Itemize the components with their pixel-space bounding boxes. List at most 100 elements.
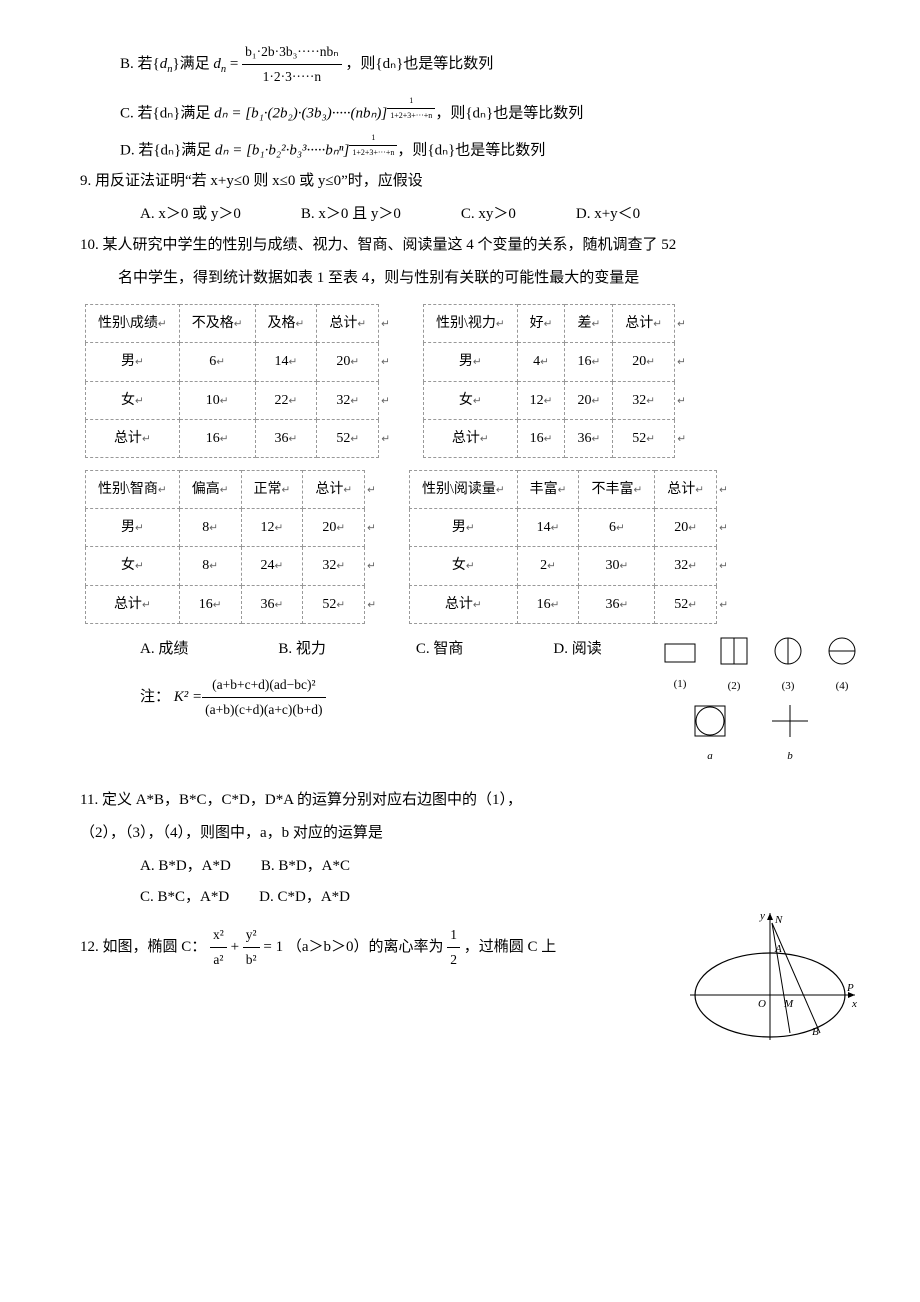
table-cell: 36↵ xyxy=(255,419,317,457)
shape-4: (4) xyxy=(824,636,860,698)
table-cell: 女↵ xyxy=(409,547,517,585)
choice-b: B. 视力 xyxy=(278,636,326,663)
label: (3) xyxy=(770,677,806,697)
choice-a: A. x＞0 或 y＞0 xyxy=(140,201,241,228)
table-cell: 22↵ xyxy=(255,381,317,419)
row-marker: ↵ xyxy=(365,470,379,508)
var-d: dn xyxy=(160,56,173,72)
table-cell: 16↵ xyxy=(565,343,613,381)
table-cell: 4↵ xyxy=(517,343,565,381)
table-cell: 30↵ xyxy=(579,547,655,585)
table-cell: 14↵ xyxy=(255,343,317,381)
tables-row-1: 性别\成绩↵不及格↵及格↵总计↵↵男↵6↵14↵20↵↵女↵10↵22↵32↵↵… xyxy=(85,304,860,458)
row-marker: ↵ xyxy=(717,547,731,585)
numerator: (a+b+c+d)(ad−bc)² xyxy=(202,673,325,698)
row-marker: ↵ xyxy=(675,343,689,381)
table-header: 不及格↵ xyxy=(179,305,255,343)
row-marker: ↵ xyxy=(379,381,393,419)
table-cell: 20↵ xyxy=(655,509,717,547)
label: b xyxy=(770,747,810,767)
q10-choices: A. 成绩 B. 视力 C. 智商 D. 阅读 xyxy=(140,636,630,663)
table-cell: 52↵ xyxy=(317,419,379,457)
table-cell: 36↵ xyxy=(565,419,613,457)
row-marker: ↵ xyxy=(717,509,731,547)
k2-lhs: K² = xyxy=(174,684,202,711)
table-1: 性别\成绩↵不及格↵及格↵总计↵↵男↵6↵14↵20↵↵女↵10↵22↵32↵↵… xyxy=(85,304,393,458)
table-cell: 总计↵ xyxy=(86,585,180,623)
exponent: 11+2+3+···+n xyxy=(349,140,397,151)
table-header: 总计↵ xyxy=(655,470,717,508)
svg-text:N: N xyxy=(774,914,783,926)
svg-text:A: A xyxy=(774,943,782,955)
table-header: 总计↵ xyxy=(613,305,675,343)
table-cell: 16↵ xyxy=(517,419,565,457)
shape-b: b xyxy=(770,703,810,767)
svg-text:M: M xyxy=(783,998,794,1010)
row-marker: ↵ xyxy=(675,419,689,457)
row-marker: ↵ xyxy=(717,585,731,623)
row-marker: ↵ xyxy=(365,509,379,547)
q11-figure: (1) (2) (3) (4) a b xyxy=(640,636,860,773)
opts-row-1: A. B*D，A*D B. B*D，A*C xyxy=(140,853,860,880)
table-header: 正常↵ xyxy=(241,470,303,508)
q11-line1: 11. 定义 A*B，B*C，C*D，D*A 的运算分别对应右边图中的（1）， xyxy=(80,787,860,814)
label: (4) xyxy=(824,677,860,697)
row-marker: ↵ xyxy=(379,343,393,381)
table-cell: 总计↵ xyxy=(409,585,517,623)
prefix: 12. 如图，椭圆 C： xyxy=(80,939,206,955)
text: C. 若{dₙ}满足 xyxy=(120,105,214,121)
tail: ，过椭圆 C 上 xyxy=(464,939,557,955)
table-cell: 20↵ xyxy=(303,509,365,547)
note-label: 注： xyxy=(140,684,170,711)
table-cell: 女↵ xyxy=(423,381,517,419)
text: D. 若{dₙ}满足 xyxy=(120,142,215,158)
q11-line2: （2），（3），（4），则图中，a，b 对应的运算是 xyxy=(80,820,860,847)
table-header: 好↵ xyxy=(517,305,565,343)
text: B. 若{ xyxy=(120,56,160,72)
table-cell: 12↵ xyxy=(517,381,565,419)
q9-choices: A. x＞0 或 y＞0 B. x＞0 且 y＞0 C. xy＞0 D. x+y… xyxy=(140,201,860,228)
svg-text:y: y xyxy=(759,910,765,922)
table-cell: 8↵ xyxy=(179,509,241,547)
table-cell: 总计↵ xyxy=(423,419,517,457)
table-cell: 20↵ xyxy=(565,381,613,419)
row-marker: ↵ xyxy=(379,305,393,343)
table-header: 性别\成绩↵ xyxy=(86,305,180,343)
denominator: (a+b)(c+d)(a+c)(b+d) xyxy=(202,698,325,722)
table-cell: 男↵ xyxy=(423,343,517,381)
fraction: b₁·2b·3b₃·····nbₙ 1·2·3·····n xyxy=(242,40,342,90)
tables-row-2: 性别\智商↵偏高↵正常↵总计↵↵男↵8↵12↵20↵↵女↵8↵24↵32↵↵总计… xyxy=(85,470,860,624)
table-cell: 32↵ xyxy=(317,381,379,419)
choice-c: C. 智商 xyxy=(416,636,464,663)
table-cell: 总计↵ xyxy=(86,419,180,457)
table-cell: 32↵ xyxy=(613,381,675,419)
table-cell: 男↵ xyxy=(86,343,180,381)
table-header: 差↵ xyxy=(565,305,613,343)
table-header: 总计↵ xyxy=(317,305,379,343)
table-cell: 20↵ xyxy=(613,343,675,381)
table-cell: 16↵ xyxy=(179,419,255,457)
numerator: b₁·2b·3b₃·····nbₙ xyxy=(242,40,342,65)
choice-a: A. 成绩 xyxy=(140,636,188,663)
frac-x: x²a² xyxy=(210,923,227,973)
q9-text: 9. 用反证法证明“若 x+y≤0 则 x≤0 或 y≤0”时，应假设 xyxy=(80,168,860,195)
table-cell: 6↵ xyxy=(179,343,255,381)
table-3: 性别\智商↵偏高↵正常↵总计↵↵男↵8↵12↵20↵↵女↵8↵24↵32↵↵总计… xyxy=(85,470,379,624)
row-marker: ↵ xyxy=(717,470,731,508)
table-cell: 52↵ xyxy=(613,419,675,457)
table-header: 丰富↵ xyxy=(517,470,579,508)
q8-option-c: C. 若{dₙ}满足 dₙ = [b₁·(2b₂)·(3b₃)·····(nbₙ… xyxy=(120,94,860,127)
table-cell: 女↵ xyxy=(86,381,180,419)
text: ，则{dₙ}也是等比数列 xyxy=(345,56,493,72)
q10-note: 注： K² = (a+b+c+d)(ad−bc)² (a+b)(c+d)(a+c… xyxy=(140,673,630,723)
frac-ecc: 12 xyxy=(447,923,460,973)
table-header: 及格↵ xyxy=(255,305,317,343)
table-cell: 2↵ xyxy=(517,547,579,585)
row-marker: ↵ xyxy=(675,305,689,343)
row-marker: ↵ xyxy=(675,381,689,419)
table-header: 不丰富↵ xyxy=(579,470,655,508)
table-header: 总计↵ xyxy=(303,470,365,508)
choice-d: D. x+y＜0 xyxy=(576,201,640,228)
text: ，则{dₙ}也是等比数列 xyxy=(397,142,545,158)
row-marker: ↵ xyxy=(365,547,379,585)
